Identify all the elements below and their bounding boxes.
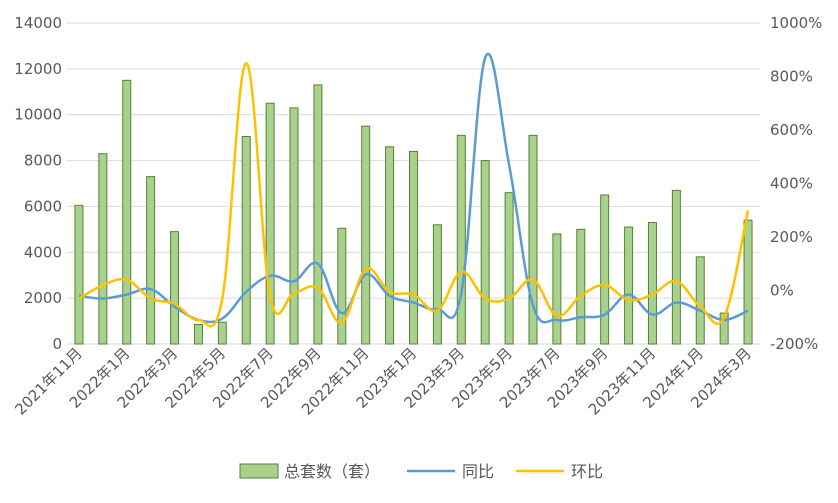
bar	[385, 146, 395, 345]
right-axis-tick-label: 200%	[770, 228, 813, 246]
right-axis-tick-label: 0%	[770, 282, 794, 300]
bar	[217, 321, 227, 345]
left-axis-tick-label: 10000	[14, 106, 62, 124]
bar	[576, 228, 586, 345]
bar-series	[74, 79, 753, 345]
bar	[313, 84, 323, 345]
bar	[122, 79, 132, 345]
left-axis-tick-label: 2000	[24, 289, 62, 307]
left-axis-tick-label: 14000	[14, 14, 62, 32]
legend-label-total: 总套数（套）	[284, 462, 380, 481]
bar	[695, 256, 705, 345]
right-axis-tick-label: -200%	[770, 335, 818, 353]
bar	[528, 134, 538, 345]
left-axis-tick-label: 6000	[24, 197, 62, 215]
left-axis-tick-label: 8000	[24, 152, 62, 170]
bar	[552, 233, 562, 345]
left-axis-ticks: 0 2000 4000 6000 8000 10000 12000 14000	[14, 14, 62, 353]
right-axis-tick-label: 1000%	[770, 14, 822, 32]
left-axis-tick-label: 4000	[24, 243, 62, 261]
right-axis-tick-label: 400%	[770, 175, 813, 193]
bar	[337, 227, 347, 345]
legend-label-yoy: 同比	[462, 462, 494, 481]
legend-swatch-total	[239, 463, 279, 479]
bar	[743, 219, 753, 345]
bar	[456, 134, 466, 345]
bar	[361, 125, 371, 345]
line-series	[78, 53, 750, 328]
right-axis-tick-label: 800%	[770, 68, 813, 86]
left-axis-tick-label: 0	[52, 335, 62, 353]
bar	[74, 204, 84, 345]
bar	[241, 135, 251, 345]
series-line-mom	[78, 61, 750, 328]
bar	[624, 226, 634, 345]
bar	[193, 324, 203, 345]
bar	[146, 176, 156, 345]
bar	[671, 189, 681, 345]
legend: 总套数（套） 同比 环比	[239, 462, 603, 481]
x-axis-ticks: 2021年11月2022年1月2022年3月2022年5月2022年7月2022…	[11, 344, 755, 418]
bar	[647, 221, 657, 345]
bar	[600, 194, 610, 345]
bar	[409, 150, 418, 345]
bar	[265, 102, 275, 345]
legend-label-mom: 环比	[571, 462, 603, 481]
bar	[432, 224, 442, 345]
left-axis-tick-label: 12000	[14, 60, 62, 78]
bar	[504, 192, 514, 345]
right-axis-ticks: -200% 0% 200% 400% 600% 800% 1000%	[770, 14, 822, 353]
bar	[98, 153, 108, 345]
bar	[170, 231, 180, 345]
bar	[480, 160, 490, 345]
bar	[719, 312, 729, 345]
right-axis-tick-label: 600%	[770, 121, 813, 139]
bar	[289, 107, 299, 345]
